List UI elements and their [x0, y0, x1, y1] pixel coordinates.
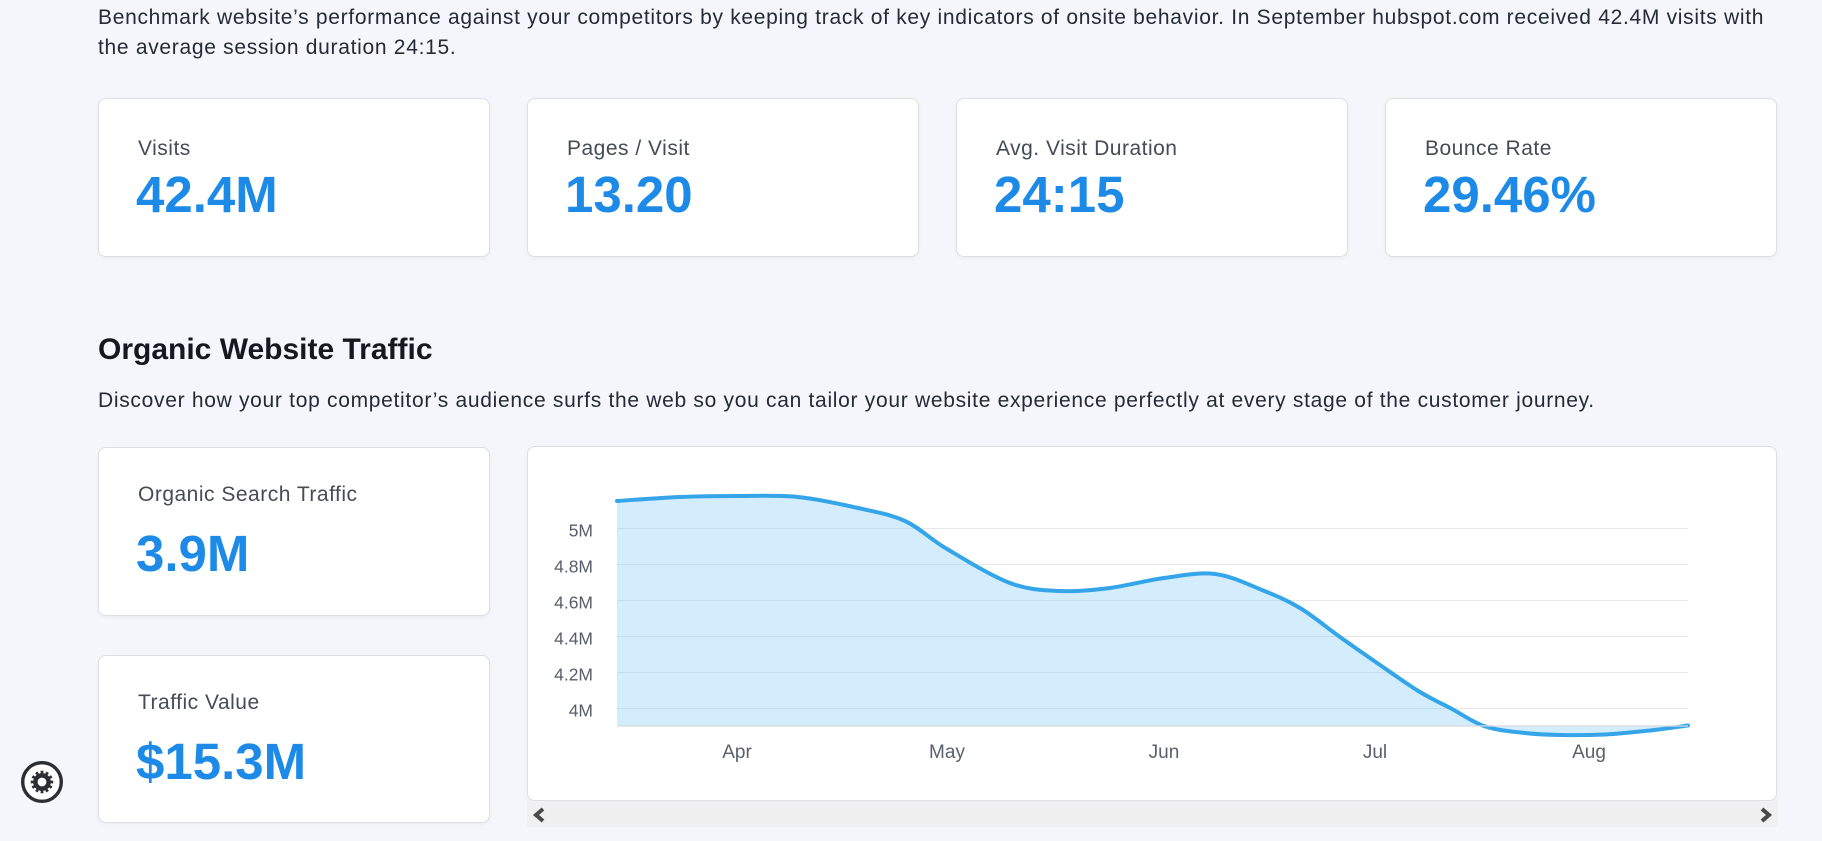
svg-text:Aug: Aug	[1572, 742, 1606, 763]
svg-text:4.6M: 4.6M	[554, 593, 593, 613]
svg-text:Jul: Jul	[1363, 742, 1387, 763]
svg-text:Apr: Apr	[722, 742, 752, 763]
svg-text:4.8M: 4.8M	[554, 557, 593, 577]
svg-text:4M: 4M	[569, 701, 593, 721]
svg-text:May: May	[929, 742, 965, 763]
svg-text:4.2M: 4.2M	[554, 665, 593, 685]
svg-text:5M: 5M	[569, 521, 593, 541]
svg-text:4.4M: 4.4M	[554, 629, 593, 649]
svg-text:Jun: Jun	[1149, 742, 1180, 763]
